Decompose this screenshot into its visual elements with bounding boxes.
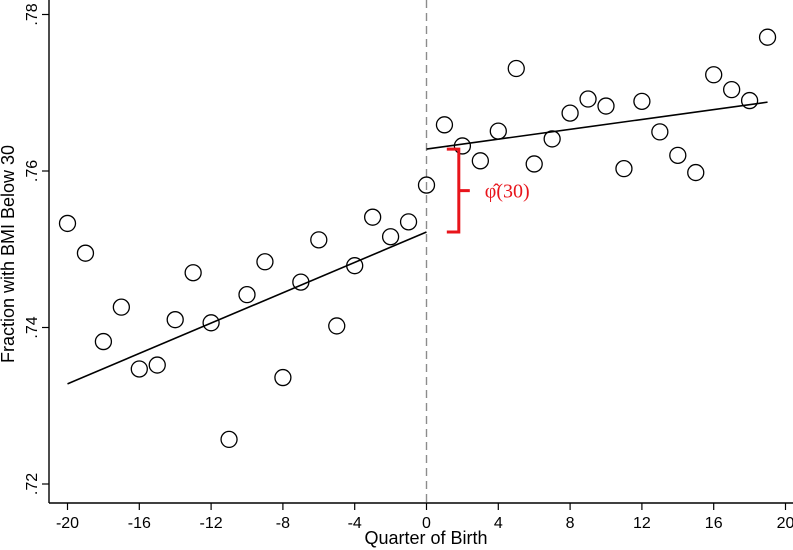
data-point <box>292 273 310 291</box>
x-tick-label: 4 <box>494 515 503 532</box>
annotation-bracket <box>446 147 470 234</box>
data-point <box>471 152 490 170</box>
data-point <box>58 214 77 233</box>
data-point <box>310 231 328 249</box>
x-tick-label: -12 <box>200 515 223 532</box>
annotation-label: φ̂(30) <box>485 181 530 203</box>
fit-lines <box>67 101 768 385</box>
data-point <box>238 285 256 304</box>
data-point <box>130 360 148 378</box>
axes: -20 -16 -12 -8 -4 0 4 8 12 16 20 .72 .74 .76 .78 <box>24 0 793 532</box>
data-point <box>76 244 95 262</box>
data-point <box>740 91 759 110</box>
y-axis-title: Fraction with BMI Below 30 <box>0 145 18 363</box>
x-tick-label: -16 <box>128 515 151 532</box>
data-points <box>58 28 777 449</box>
data-point <box>723 80 741 99</box>
data-point <box>346 257 364 275</box>
data-point <box>705 66 723 84</box>
x-axis-title: Quarter of Birth <box>364 528 487 548</box>
fit-line-left <box>67 231 427 385</box>
data-point <box>328 317 346 335</box>
data-point <box>166 311 184 329</box>
data-point <box>561 104 579 122</box>
data-point <box>597 97 615 115</box>
data-point <box>417 176 436 194</box>
data-point <box>687 163 705 182</box>
data-point <box>94 332 113 351</box>
fit-line-right <box>426 101 768 150</box>
data-point <box>399 213 418 231</box>
data-point <box>579 90 597 108</box>
data-point <box>220 430 238 449</box>
data-point <box>148 356 166 374</box>
data-point <box>202 314 220 332</box>
data-point <box>435 116 454 134</box>
data-point <box>274 368 292 387</box>
data-point <box>184 264 202 282</box>
data-point <box>669 146 687 165</box>
data-point <box>363 208 382 226</box>
y-tick-label: .78 <box>24 3 41 25</box>
x-tick-label: 12 <box>633 515 651 532</box>
data-point <box>758 28 777 46</box>
y-tick-label: .74 <box>24 316 41 338</box>
annotation-group: φ̂(30) <box>446 147 530 234</box>
x-tick-label: -4 <box>348 515 362 532</box>
data-point <box>489 122 507 140</box>
data-point <box>543 130 561 148</box>
data-point <box>453 137 472 155</box>
data-point <box>615 160 633 178</box>
x-tick-label: -8 <box>276 515 290 532</box>
y-tick-label: .72 <box>24 473 41 495</box>
data-point <box>256 253 274 271</box>
y-tick-label: .76 <box>24 160 41 182</box>
data-point <box>507 59 525 78</box>
data-point <box>651 123 669 141</box>
x-tick-label: 20 <box>777 515 793 532</box>
x-tick-label: 16 <box>705 515 723 532</box>
x-tick-label: -20 <box>56 515 79 532</box>
data-point <box>381 228 400 246</box>
data-point <box>112 298 130 316</box>
x-tick-label: 0 <box>422 515 431 532</box>
data-point <box>633 92 651 111</box>
x-tick-label: 8 <box>566 515 575 532</box>
data-point <box>525 155 543 173</box>
